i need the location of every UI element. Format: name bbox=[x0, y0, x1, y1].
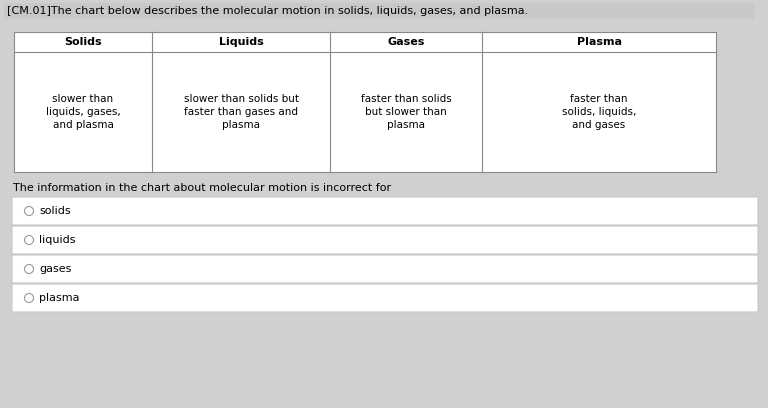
Text: slower than solids but
faster than gases and
plasma: slower than solids but faster than gases… bbox=[184, 94, 299, 130]
Text: plasma: plasma bbox=[39, 293, 80, 303]
Text: solids: solids bbox=[39, 206, 71, 216]
FancyBboxPatch shape bbox=[12, 197, 758, 225]
Text: Gases: Gases bbox=[387, 37, 425, 47]
Circle shape bbox=[25, 235, 34, 244]
FancyBboxPatch shape bbox=[4, 3, 754, 19]
Text: Liquids: Liquids bbox=[219, 37, 263, 47]
Text: faster than
solids, liquids,
and gases: faster than solids, liquids, and gases bbox=[562, 94, 636, 130]
Bar bbox=[14, 32, 716, 172]
Text: slower than
liquids, gases,
and plasma: slower than liquids, gases, and plasma bbox=[45, 94, 121, 130]
Text: faster than solids
but slower than
plasma: faster than solids but slower than plasm… bbox=[361, 94, 452, 130]
Circle shape bbox=[25, 206, 34, 215]
Circle shape bbox=[25, 293, 34, 302]
Text: Solids: Solids bbox=[65, 37, 102, 47]
Text: Plasma: Plasma bbox=[577, 37, 621, 47]
Text: [CM.01]The chart below describes the molecular motion in solids, liquids, gases,: [CM.01]The chart below describes the mol… bbox=[7, 6, 528, 16]
Text: liquids: liquids bbox=[39, 235, 75, 245]
Text: The information in the chart about molecular motion is incorrect for: The information in the chart about molec… bbox=[13, 183, 391, 193]
FancyBboxPatch shape bbox=[12, 255, 758, 283]
FancyBboxPatch shape bbox=[12, 226, 758, 254]
FancyBboxPatch shape bbox=[12, 284, 758, 312]
Circle shape bbox=[25, 264, 34, 273]
Text: gases: gases bbox=[39, 264, 71, 274]
